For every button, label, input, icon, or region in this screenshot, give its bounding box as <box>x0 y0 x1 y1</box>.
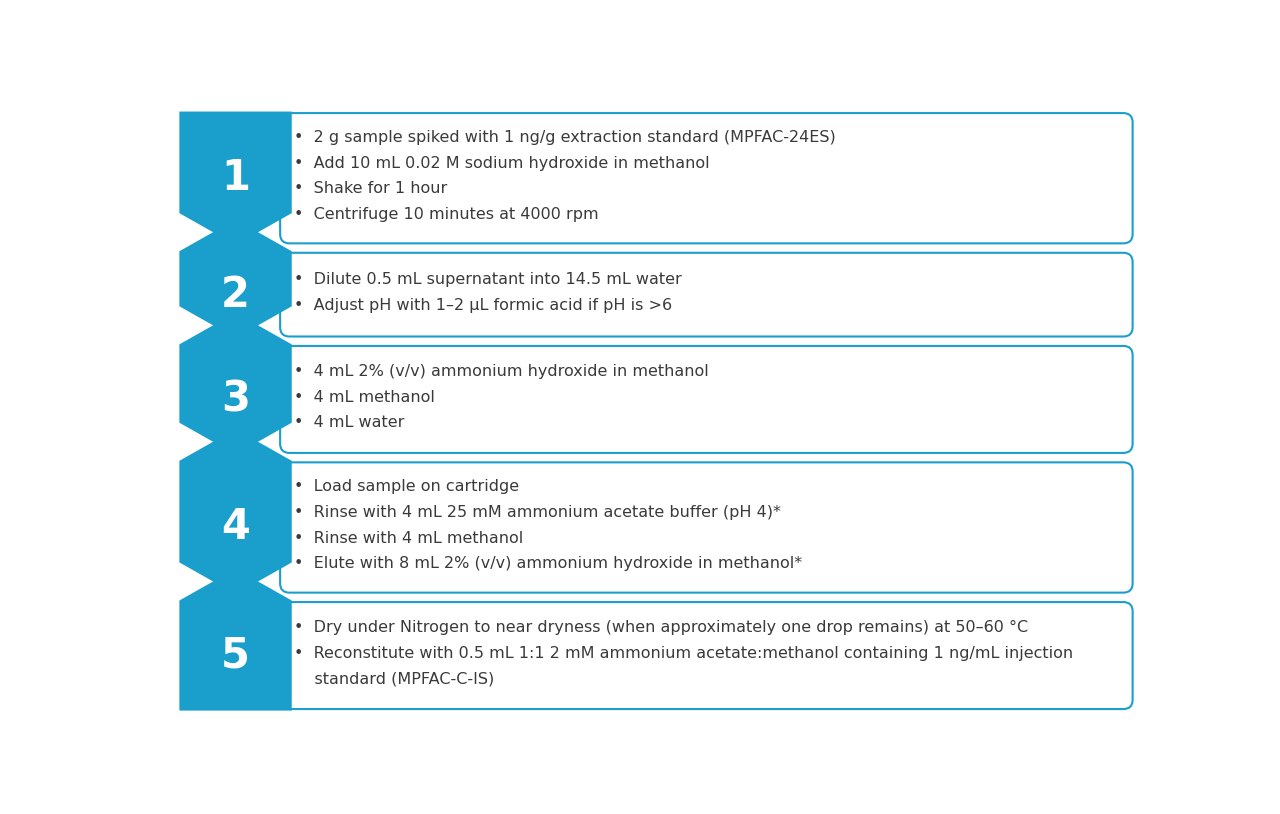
FancyBboxPatch shape <box>280 602 1133 709</box>
Text: •  Reconstitute with 0.5 mL 1:1 2 mM ammonium acetate:methanol containing 1 ng/m: • Reconstitute with 0.5 mL 1:1 2 mM ammo… <box>294 646 1073 661</box>
Text: •  Adjust pH with 1–2 μL formic acid if pH is >6: • Adjust pH with 1–2 μL formic acid if p… <box>294 298 672 313</box>
Text: 2: 2 <box>221 274 250 316</box>
Text: •  4 mL water: • 4 mL water <box>294 415 404 431</box>
Text: 3: 3 <box>221 379 250 420</box>
Text: •  Load sample on cartridge: • Load sample on cartridge <box>294 479 520 494</box>
Text: •  Dry under Nitrogen to near dryness (when approximately one drop remains) at 5: • Dry under Nitrogen to near dryness (wh… <box>294 620 1028 635</box>
Text: •  2 g sample spiked with 1 ng/g extraction standard (MPFAC-24ES): • 2 g sample spiked with 1 ng/g extracti… <box>294 130 836 145</box>
FancyBboxPatch shape <box>280 253 1133 336</box>
Polygon shape <box>179 112 292 245</box>
Text: •  Rinse with 4 mL 25 mM ammonium acetate buffer (pH 4)*: • Rinse with 4 mL 25 mM ammonium acetate… <box>294 505 781 520</box>
Text: 4: 4 <box>221 506 250 549</box>
Text: •  4 mL methanol: • 4 mL methanol <box>294 390 435 405</box>
Text: •  Elute with 8 mL 2% (v/v) ammonium hydroxide in methanol*: • Elute with 8 mL 2% (v/v) ammonium hydr… <box>294 556 803 571</box>
Text: •  Shake for 1 hour: • Shake for 1 hour <box>294 182 447 196</box>
Polygon shape <box>179 429 292 594</box>
FancyBboxPatch shape <box>280 346 1133 453</box>
Polygon shape <box>179 220 292 338</box>
Text: •  Centrifuge 10 minutes at 4000 rpm: • Centrifuge 10 minutes at 4000 rpm <box>294 207 599 222</box>
Text: standard (MPFAC-C-IS): standard (MPFAC-C-IS) <box>294 672 494 686</box>
FancyBboxPatch shape <box>280 462 1133 593</box>
Text: 1: 1 <box>221 157 250 199</box>
Polygon shape <box>179 313 292 454</box>
Polygon shape <box>179 569 292 711</box>
FancyBboxPatch shape <box>280 113 1133 243</box>
Text: •  4 mL 2% (v/v) ammonium hydroxide in methanol: • 4 mL 2% (v/v) ammonium hydroxide in me… <box>294 364 709 379</box>
Text: •  Rinse with 4 mL methanol: • Rinse with 4 mL methanol <box>294 531 524 545</box>
Text: •  Add 10 mL 0.02 M sodium hydroxide in methanol: • Add 10 mL 0.02 M sodium hydroxide in m… <box>294 155 709 171</box>
Text: 5: 5 <box>221 635 250 676</box>
Text: •  Dilute 0.5 mL supernatant into 14.5 mL water: • Dilute 0.5 mL supernatant into 14.5 mL… <box>294 272 682 287</box>
